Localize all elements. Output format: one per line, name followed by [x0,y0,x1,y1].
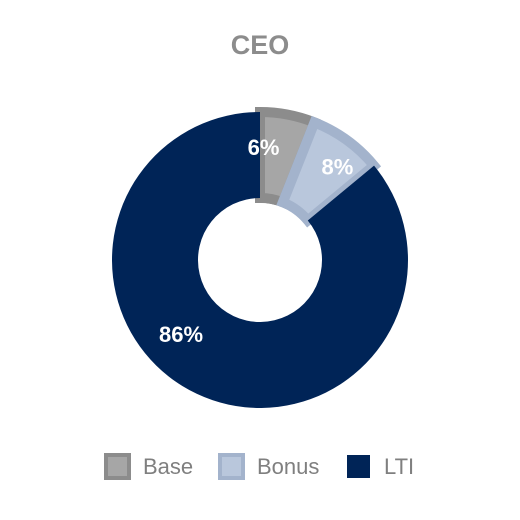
legend-item-base: Base [104,453,193,480]
slices-group [112,106,408,408]
legend: Base Bonus LTI [104,453,414,480]
slice-lti [112,112,408,408]
legend-item-bonus: Bonus [218,453,319,480]
legend-label-bonus: Bonus [257,454,319,479]
slice-label-bonus: 8% [321,155,353,180]
legend-swatch-base [104,453,131,480]
legend-label-lti: LTI [384,454,414,479]
slice-label-lti: 86% [159,322,203,347]
legend-label-base: Base [143,454,193,479]
slice-label-base: 6% [248,135,280,160]
legend-item-lti: LTI [347,454,414,479]
legend-swatch-bonus [218,453,245,480]
donut-hole [203,203,317,317]
slice-bonus [276,115,382,228]
slice-labels-group: 6% 8% 86% [159,135,353,347]
legend-swatch-lti [347,455,370,478]
chart-title: CEO [231,30,290,60]
